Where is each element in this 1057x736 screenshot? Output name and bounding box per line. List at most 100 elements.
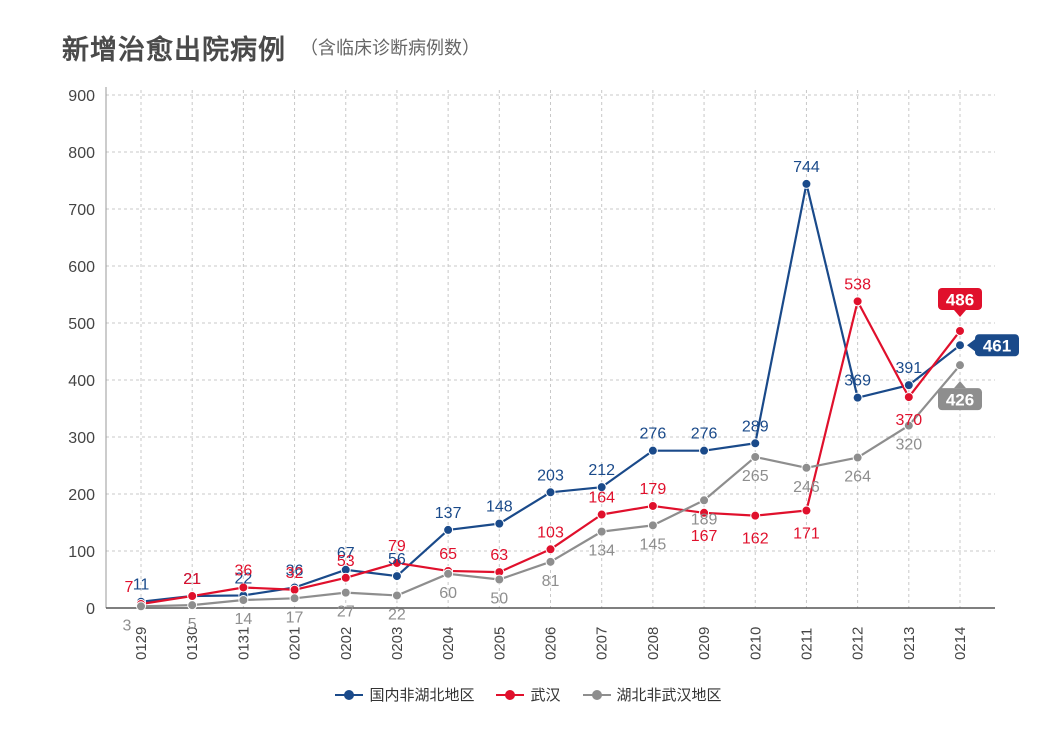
data-point bbox=[289, 593, 300, 604]
data-point bbox=[852, 452, 863, 463]
data-label: 276 bbox=[691, 426, 718, 443]
data-label: 81 bbox=[542, 573, 560, 590]
callout-box bbox=[975, 334, 1019, 357]
callout-pointer bbox=[967, 339, 975, 352]
value-callout: 461 bbox=[967, 334, 1019, 357]
data-point bbox=[903, 420, 914, 431]
data-label: 391 bbox=[895, 360, 922, 377]
data-point bbox=[750, 510, 761, 521]
x-tick-label: 0205 bbox=[491, 627, 508, 660]
x-tick-label: 0209 bbox=[696, 627, 713, 660]
data-label: 21 bbox=[183, 571, 201, 588]
x-tick-label: 0202 bbox=[338, 627, 355, 660]
data-point bbox=[545, 487, 556, 498]
data-label: 36 bbox=[234, 562, 252, 579]
legend-label: 湖北非武汉地区 bbox=[616, 686, 722, 704]
data-point bbox=[596, 526, 607, 537]
data-label: 63 bbox=[490, 547, 508, 564]
data-point bbox=[955, 340, 965, 351]
y-tick-label: 300 bbox=[68, 430, 95, 447]
data-label: 246 bbox=[793, 479, 820, 496]
legend-marker-icon bbox=[335, 689, 364, 701]
data-label: 5 bbox=[188, 616, 197, 633]
legend-item-wuhan: 武汉 bbox=[496, 684, 561, 705]
data-point bbox=[391, 557, 402, 568]
data-point bbox=[443, 524, 454, 535]
data-label: 162 bbox=[742, 531, 769, 548]
data-label: 32 bbox=[286, 565, 304, 582]
data-point bbox=[187, 591, 198, 602]
y-tick-label: 0 bbox=[86, 601, 95, 618]
data-point bbox=[494, 574, 505, 585]
x-tick-label: 0207 bbox=[594, 627, 611, 660]
data-point bbox=[187, 600, 198, 611]
y-tick-label: 800 bbox=[68, 145, 95, 162]
data-point bbox=[340, 587, 351, 598]
data-point bbox=[801, 178, 812, 189]
callout-pointer bbox=[954, 381, 966, 389]
chart-title: 新增治愈出院病例 bbox=[62, 35, 286, 66]
legend-marker-icon bbox=[496, 689, 525, 701]
data-point bbox=[699, 445, 710, 456]
data-label: 14 bbox=[234, 611, 252, 628]
data-label: 189 bbox=[691, 511, 718, 528]
data-label: 320 bbox=[895, 437, 922, 454]
y-tick-label: 400 bbox=[68, 373, 95, 390]
x-tick-label: 0206 bbox=[543, 627, 560, 660]
data-label: 67 bbox=[337, 545, 355, 562]
data-label: 79 bbox=[388, 538, 406, 555]
data-point bbox=[903, 392, 914, 403]
x-tick-label: 0208 bbox=[645, 627, 662, 660]
data-point bbox=[289, 584, 300, 595]
data-point bbox=[852, 296, 863, 307]
data-label: 65 bbox=[439, 546, 457, 563]
x-tick-label: 0204 bbox=[440, 627, 457, 660]
y-tick-label: 200 bbox=[68, 487, 95, 504]
legend-marker-icon bbox=[582, 689, 611, 701]
data-label: 276 bbox=[640, 426, 667, 443]
data-label: 164 bbox=[588, 490, 615, 507]
data-label: 3 bbox=[123, 617, 132, 634]
data-label: 264 bbox=[844, 469, 871, 486]
callout-value: 426 bbox=[946, 391, 974, 410]
data-label: 212 bbox=[588, 462, 615, 479]
callout-box bbox=[938, 388, 982, 411]
data-label: 36 bbox=[286, 562, 304, 579]
data-point bbox=[699, 495, 710, 506]
callout-value: 486 bbox=[946, 290, 974, 309]
data-label: 137 bbox=[435, 505, 462, 522]
data-label: 56 bbox=[388, 551, 406, 568]
data-point bbox=[955, 360, 965, 371]
chart-subtitle: （含临床诊断病例数） bbox=[300, 38, 480, 59]
data-point bbox=[545, 556, 556, 567]
data-point bbox=[136, 601, 146, 612]
data-label: 289 bbox=[742, 418, 769, 435]
data-label: 27 bbox=[337, 604, 355, 621]
data-point bbox=[852, 392, 863, 403]
legend-item-hubei-non-wuhan: 湖北非武汉地区 bbox=[582, 684, 722, 705]
data-label: 22 bbox=[388, 606, 406, 623]
data-label: 203 bbox=[537, 467, 564, 484]
legend-label: 武汉 bbox=[530, 686, 561, 704]
data-point bbox=[238, 582, 249, 593]
y-tick-label: 900 bbox=[68, 88, 95, 105]
y-tick-label: 600 bbox=[68, 259, 95, 276]
callout-value: 461 bbox=[983, 337, 1011, 356]
data-point bbox=[801, 505, 812, 516]
data-label: 370 bbox=[895, 412, 922, 429]
data-point bbox=[955, 325, 965, 336]
data-point bbox=[596, 482, 607, 493]
data-label: 145 bbox=[640, 536, 667, 553]
data-label: 21 bbox=[183, 571, 201, 588]
data-point bbox=[647, 500, 658, 511]
x-tick-label: 0203 bbox=[389, 627, 406, 660]
x-tick-label: 0211 bbox=[798, 628, 815, 660]
data-point bbox=[238, 595, 249, 606]
data-label: 50 bbox=[490, 591, 508, 608]
y-tick-label: 700 bbox=[68, 202, 95, 219]
data-point bbox=[596, 509, 607, 520]
data-point bbox=[801, 462, 812, 473]
x-tick-label: 0214 bbox=[952, 627, 969, 660]
data-label: 7 bbox=[125, 579, 134, 596]
